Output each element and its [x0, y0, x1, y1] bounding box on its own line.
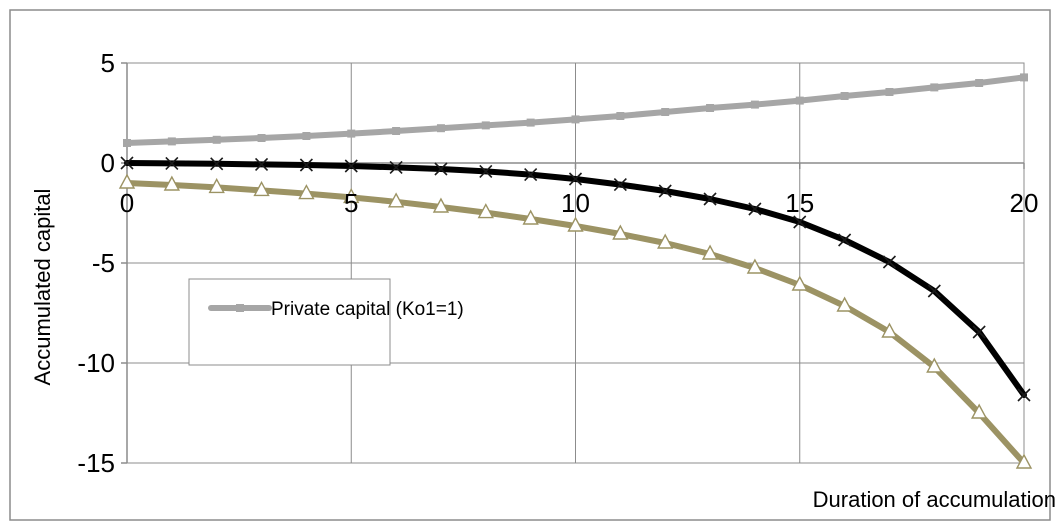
data-point — [568, 172, 583, 186]
data-point — [302, 132, 311, 140]
data-point — [926, 357, 943, 373]
y-tick-label: 0 — [101, 148, 115, 178]
data-point — [343, 187, 360, 204]
series-3 — [118, 173, 1033, 469]
x-tick-label: 5 — [344, 188, 358, 218]
data-point — [257, 134, 266, 142]
data-point — [387, 192, 405, 208]
data-point — [344, 159, 358, 173]
data-point — [970, 403, 988, 419]
x-axis-label: Duration of accumulation — [813, 487, 1056, 512]
data-point — [703, 192, 717, 206]
data-point — [840, 92, 849, 100]
data-point — [616, 112, 625, 120]
data-point — [1015, 453, 1033, 469]
data-point — [1020, 73, 1028, 82]
data-point — [701, 244, 719, 260]
data-point — [612, 224, 629, 240]
data-point — [253, 180, 270, 197]
data-point — [477, 203, 494, 219]
data-point — [658, 184, 672, 198]
data-point — [212, 135, 221, 144]
data-point — [254, 157, 269, 171]
data-point — [123, 139, 131, 147]
x-tick-label: 15 — [785, 188, 814, 218]
data-point — [793, 215, 807, 229]
y-tick-label: -15 — [77, 448, 115, 478]
data-point — [975, 79, 984, 87]
data-point — [165, 156, 179, 170]
data-point — [118, 173, 136, 189]
data-point — [571, 115, 580, 124]
data-point — [748, 202, 762, 216]
data-point — [167, 137, 176, 146]
data-point — [163, 175, 181, 191]
data-point — [930, 83, 939, 92]
data-point — [972, 325, 986, 339]
x-tick-label: 10 — [561, 188, 590, 218]
x-tick-label: 20 — [1010, 188, 1039, 218]
y-tick-label: 5 — [101, 48, 115, 78]
y-tick-label: -10 — [77, 348, 115, 378]
data-point — [750, 100, 759, 109]
data-point — [524, 168, 538, 182]
data-point — [927, 284, 941, 298]
data-point — [795, 96, 804, 105]
data-point — [1017, 388, 1031, 402]
data-point — [567, 216, 584, 232]
y-tick-label: -5 — [92, 248, 115, 278]
data-point — [389, 160, 403, 174]
data-point — [746, 258, 764, 274]
data-point — [885, 88, 894, 96]
legend-box — [188, 278, 391, 366]
tick-labels: 50-5-10-150 5 10 15 20 — [77, 48, 1038, 478]
series-1 — [123, 73, 1028, 147]
data-point — [613, 178, 627, 192]
data-point — [838, 233, 852, 247]
data-point — [661, 108, 670, 116]
data-point — [706, 104, 715, 112]
data-point — [882, 255, 897, 269]
data-point — [522, 209, 539, 225]
data-point — [210, 157, 224, 171]
legend: Private capital (Ko1=1) — [188, 278, 464, 366]
data-point — [791, 275, 808, 291]
data-point — [208, 177, 225, 194]
x-tick-label: 0 — [120, 188, 134, 218]
data-point — [657, 233, 674, 249]
y-axis-label: Accumulated capital — [30, 189, 55, 386]
data-point — [436, 124, 445, 133]
data-point — [347, 129, 356, 138]
legend-label: Private capital (Ko1=1) — [271, 299, 464, 320]
data-point — [836, 296, 853, 312]
data-point — [526, 118, 535, 127]
data-point — [298, 184, 315, 200]
legend-swatch-marker — [236, 304, 244, 312]
data-point — [881, 322, 898, 338]
data-point — [432, 197, 450, 213]
data-point — [299, 158, 313, 172]
data-point — [392, 127, 401, 135]
series-group — [118, 73, 1033, 469]
data-point — [479, 164, 493, 178]
data-point — [481, 121, 490, 130]
data-point — [434, 162, 448, 176]
series-2 — [120, 156, 1031, 402]
data-point — [120, 156, 134, 170]
